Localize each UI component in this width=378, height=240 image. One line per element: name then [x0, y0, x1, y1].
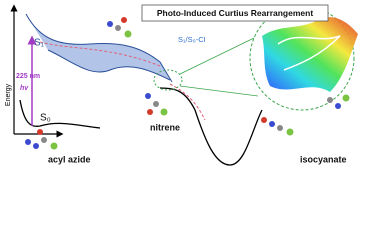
- s1-curve-lower: [47, 49, 171, 81]
- s1-band: [26, 14, 170, 80]
- ci-label: S₁/S₀-CI: [178, 35, 206, 44]
- reactant-label: acyl azide: [48, 154, 91, 164]
- surface-path: [277, 35, 341, 71]
- s1-label: S₁: [34, 38, 45, 49]
- product-curve: [159, 87, 263, 166]
- axis-label: Energy: [5, 83, 12, 106]
- ci-circle: [153, 69, 183, 91]
- graphical-abstract: Energy 225 nm hv S₁ S₀ S₁/S₀-CI Photo-In…: [5, 4, 358, 166]
- connector: [179, 37, 255, 75]
- wavelength: 225 nm: [16, 73, 40, 80]
- product-label: isocyanate: [300, 154, 347, 164]
- pes-surface: [262, 17, 358, 92]
- intermediate-label: nitrene: [150, 122, 180, 132]
- trajectory: [39, 41, 161, 67]
- title-box: [141, 4, 329, 22]
- decay-trajectory: [169, 83, 206, 121]
- s0-label: S₀: [40, 113, 51, 124]
- title: Photo-Induced Curtius Rearrangement: [157, 8, 313, 18]
- connector: [179, 85, 259, 97]
- s0-curve: [19, 99, 101, 129]
- photon: hv: [20, 85, 29, 92]
- s1-curve: [25, 13, 173, 83]
- axes: [10, 4, 64, 138]
- molecules: [25, 17, 350, 150]
